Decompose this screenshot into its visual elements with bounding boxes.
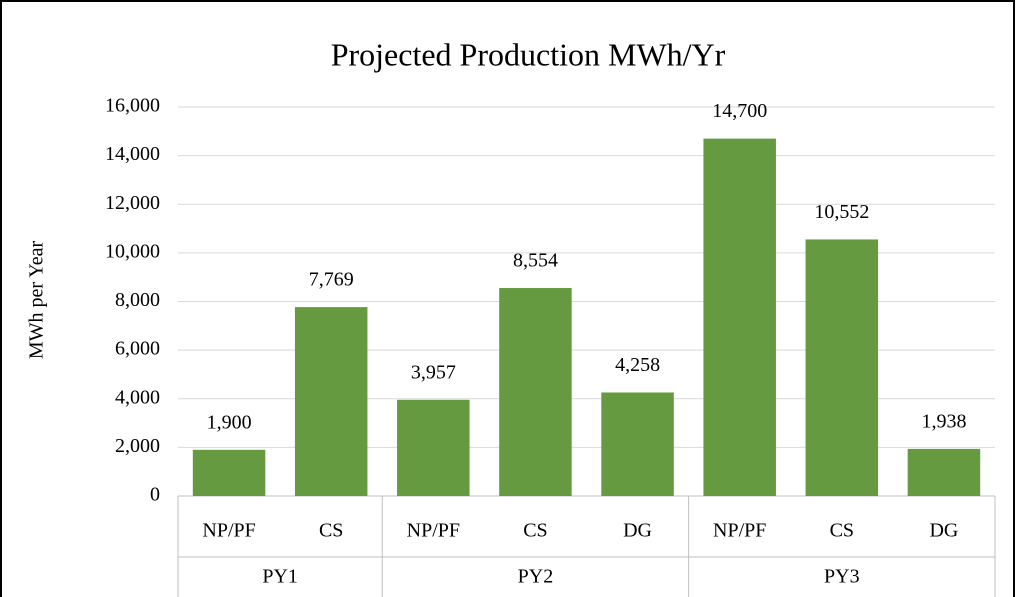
- bar: [907, 448, 981, 496]
- data-label: 3,957: [411, 361, 456, 383]
- bar: [601, 392, 674, 496]
- x-tick-label: CS: [319, 520, 343, 542]
- bar: [294, 307, 368, 496]
- y-tick-label: 10,000: [105, 240, 160, 262]
- x-tick-label: CS: [830, 520, 854, 542]
- x-tick-label: NP/PF: [713, 520, 766, 542]
- group-label: PY2: [518, 566, 554, 588]
- y-tick-label: 6,000: [115, 338, 160, 360]
- y-tick-label: 14,000: [105, 143, 160, 165]
- group-label: PY3: [824, 566, 860, 588]
- bar: [499, 288, 572, 496]
- bar: [192, 449, 266, 496]
- y-axis-label: MWh per Year: [26, 241, 48, 360]
- chart-title: Projected Production MWh/Yr: [331, 36, 726, 72]
- bar: [805, 239, 879, 496]
- group-label: PY1: [262, 566, 298, 588]
- x-tick-label: DG: [623, 520, 652, 542]
- data-label: 7,769: [309, 269, 354, 291]
- bar: [397, 399, 470, 496]
- data-label: 4,258: [615, 354, 660, 376]
- data-label: 14,700: [712, 100, 767, 122]
- y-tick-label: 12,000: [105, 192, 160, 214]
- y-tick-label: 4,000: [115, 386, 160, 408]
- y-tick-label: 8,000: [115, 289, 160, 311]
- data-label: 1,900: [207, 411, 252, 433]
- data-label: 8,554: [513, 250, 558, 272]
- x-tick-label: CS: [523, 520, 547, 542]
- x-tick-label: NP/PF: [407, 520, 460, 542]
- y-tick-label: 2,000: [115, 435, 160, 457]
- x-tick-label: NP/PF: [202, 520, 255, 542]
- data-label: 1,938: [921, 410, 966, 432]
- x-tick-label: DG: [929, 520, 958, 542]
- y-tick-label: 16,000: [105, 95, 160, 117]
- bar: [703, 138, 776, 496]
- y-tick-label: 0: [150, 484, 160, 506]
- data-label: 10,552: [814, 201, 869, 223]
